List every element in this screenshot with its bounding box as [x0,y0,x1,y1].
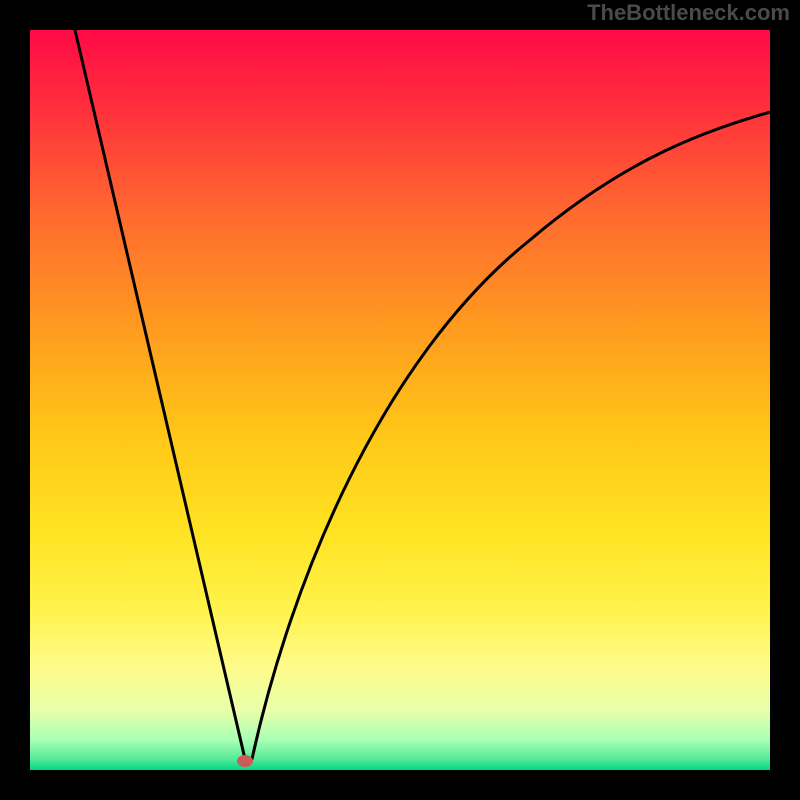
heat-gradient [30,30,770,770]
plot-area [30,30,770,770]
watermark-text: TheBottleneck.com [587,0,790,26]
